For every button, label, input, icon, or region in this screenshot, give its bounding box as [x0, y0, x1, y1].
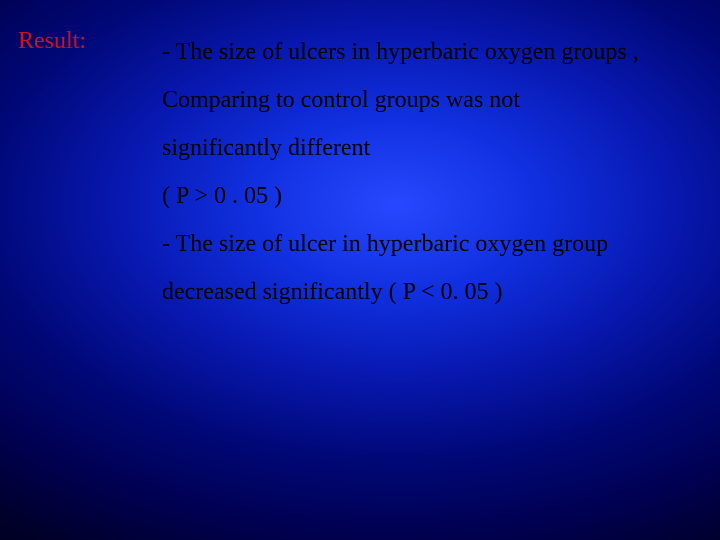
body-line: significantly different	[162, 124, 682, 172]
section-label: Result:	[18, 28, 86, 55]
slide: Result: - The size of ulcers in hyperbar…	[0, 0, 720, 540]
body-line: decreased significantly ( P < 0. 05 )	[162, 268, 682, 316]
body-line: - The size of ulcers in hyperbaric oxyge…	[162, 28, 682, 76]
body-line: Comparing to control groups was not	[162, 76, 682, 124]
body-text: - The size of ulcers in hyperbaric oxyge…	[162, 28, 682, 316]
body-line: - The size of ulcer in hyperbaric oxygen…	[162, 220, 682, 268]
body-line: ( P > 0 . 05 )	[162, 172, 682, 220]
